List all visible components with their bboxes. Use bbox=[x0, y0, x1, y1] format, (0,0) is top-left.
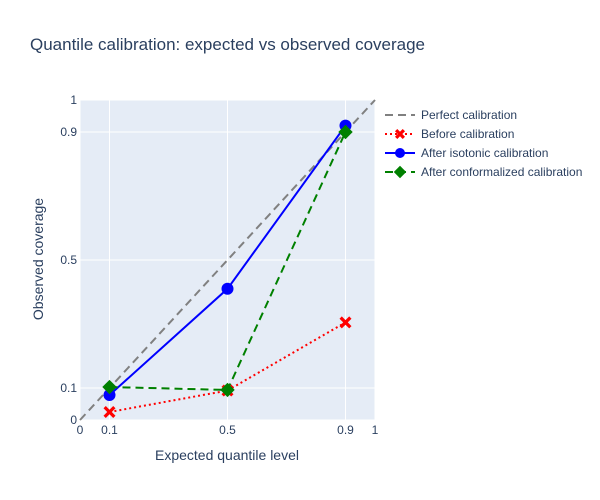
y-tick-label: 0.1 bbox=[60, 381, 77, 395]
x-tick-label: 0.5 bbox=[219, 423, 236, 437]
data-point-before-calibration bbox=[103, 406, 116, 418]
legend-item-after-conformalized-calibration[interactable]: After conformalized calibration bbox=[385, 165, 582, 179]
grid-lines bbox=[79, 99, 376, 421]
y-tick-label: 0.9 bbox=[60, 125, 77, 139]
y-tick-label: 0 bbox=[70, 413, 77, 427]
legend-label: Before calibration bbox=[421, 127, 514, 141]
legend-swatch-marker bbox=[395, 129, 405, 139]
legend-label: After isotonic calibration bbox=[421, 146, 548, 160]
chart-title: Quantile calibration: expected vs observ… bbox=[30, 35, 425, 54]
x-axis-ticks: 0 0.1 0.5 0.9 1 bbox=[77, 423, 379, 437]
legend-label: Perfect calibration bbox=[421, 108, 517, 122]
legend-swatch-marker bbox=[393, 165, 407, 179]
x-tick-label: 1 bbox=[372, 423, 379, 437]
legend-swatch-marker bbox=[395, 148, 405, 158]
legend[interactable]: Perfect calibration Before calibration Aft… bbox=[385, 108, 582, 179]
series-line-perfect-calibration bbox=[79, 99, 376, 421]
legend-label: After conformalized calibration bbox=[421, 165, 582, 179]
x-tick-label: 0.1 bbox=[101, 423, 118, 437]
data-point-after-isotonic-calibration bbox=[221, 282, 234, 295]
legend-item-before-calibration[interactable]: Before calibration bbox=[385, 127, 514, 141]
x-tick-label: 0.9 bbox=[337, 423, 354, 437]
data-point-after-conformalized-calibration bbox=[220, 382, 235, 398]
data-point-after-conformalized-calibration bbox=[338, 124, 353, 140]
series-markers bbox=[102, 119, 353, 418]
y-tick-label: 0.5 bbox=[60, 253, 77, 267]
series-line-before-calibration bbox=[109, 321, 347, 413]
y-axis-ticks: 0 0.1 0.5 0.9 1 bbox=[60, 93, 77, 427]
data-point-after-isotonic-calibration bbox=[103, 389, 116, 402]
legend-item-after-isotonic-calibration[interactable]: After isotonic calibration bbox=[385, 146, 548, 160]
x-tick-label: 0 bbox=[77, 423, 84, 437]
x-axis-label: Expected quantile level bbox=[155, 447, 299, 463]
data-point-after-conformalized-calibration bbox=[102, 379, 117, 395]
data-point-before-calibration bbox=[339, 316, 352, 329]
y-tick-label: 1 bbox=[70, 93, 77, 107]
legend-item-perfect-calibration[interactable]: Perfect calibration bbox=[385, 108, 517, 122]
y-axis-label: Observed coverage bbox=[30, 198, 46, 320]
